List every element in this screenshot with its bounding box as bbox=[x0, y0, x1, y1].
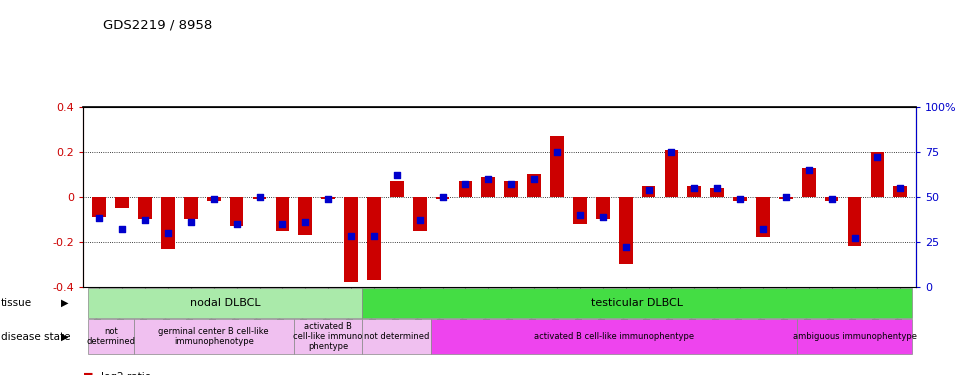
Bar bbox=[275, 197, 289, 231]
Bar bbox=[596, 197, 610, 219]
Point bbox=[320, 196, 336, 202]
Bar bbox=[664, 150, 678, 197]
Point bbox=[298, 219, 314, 225]
Bar bbox=[294, 320, 363, 354]
Bar bbox=[88, 288, 363, 318]
Point bbox=[778, 194, 794, 200]
Point bbox=[252, 194, 268, 200]
Bar bbox=[527, 174, 541, 197]
Bar bbox=[413, 197, 426, 231]
Point bbox=[458, 181, 473, 187]
Bar bbox=[161, 197, 174, 249]
Bar bbox=[299, 197, 313, 235]
Point bbox=[526, 176, 542, 182]
Point bbox=[367, 234, 382, 240]
Bar bbox=[779, 197, 793, 199]
Bar bbox=[481, 177, 495, 197]
Bar bbox=[368, 197, 381, 280]
Bar bbox=[642, 186, 656, 197]
Point bbox=[756, 226, 771, 232]
Point bbox=[504, 181, 519, 187]
Bar bbox=[710, 188, 724, 197]
Point bbox=[617, 244, 633, 250]
Point bbox=[641, 187, 657, 193]
Point bbox=[343, 234, 359, 240]
Point bbox=[206, 196, 221, 202]
Bar bbox=[687, 186, 701, 197]
Bar bbox=[431, 320, 798, 354]
Point bbox=[732, 196, 748, 202]
Point bbox=[847, 235, 862, 241]
Bar bbox=[757, 197, 770, 237]
Bar bbox=[505, 181, 518, 197]
Bar bbox=[363, 288, 911, 318]
Bar bbox=[116, 197, 129, 208]
Text: nodal DLBCL: nodal DLBCL bbox=[190, 298, 261, 308]
Bar bbox=[573, 197, 587, 224]
Text: germinal center B cell-like
immunophenotype: germinal center B cell-like immunophenot… bbox=[159, 327, 270, 346]
Bar bbox=[894, 186, 907, 197]
Bar bbox=[436, 197, 450, 199]
Text: activated B cell-like immunophentype: activated B cell-like immunophentype bbox=[534, 332, 694, 341]
Text: not determined: not determined bbox=[365, 332, 429, 341]
Point bbox=[91, 216, 107, 222]
Point bbox=[183, 219, 199, 225]
Point bbox=[801, 167, 816, 173]
Bar bbox=[88, 320, 133, 354]
Bar bbox=[229, 197, 243, 226]
Bar bbox=[618, 197, 632, 264]
Point bbox=[274, 221, 290, 227]
Point bbox=[160, 230, 175, 236]
Text: ■: ■ bbox=[83, 372, 94, 375]
Bar bbox=[798, 320, 911, 354]
Text: activated B
cell-like immuno
phentype: activated B cell-like immuno phentype bbox=[293, 322, 363, 351]
Bar bbox=[390, 181, 404, 197]
Text: ambiguous immunophentype: ambiguous immunophentype bbox=[793, 332, 916, 341]
Bar bbox=[92, 197, 106, 217]
Bar bbox=[344, 197, 358, 282]
Point bbox=[435, 194, 451, 200]
Point bbox=[663, 149, 679, 155]
Bar bbox=[138, 197, 152, 219]
Text: tissue: tissue bbox=[1, 298, 32, 308]
Bar bbox=[825, 197, 839, 201]
Point bbox=[686, 185, 702, 191]
Point bbox=[228, 221, 244, 227]
Point bbox=[137, 217, 153, 223]
Bar bbox=[321, 197, 335, 199]
Bar bbox=[870, 152, 884, 197]
Point bbox=[572, 212, 588, 218]
Point bbox=[389, 172, 405, 178]
Point bbox=[595, 214, 611, 220]
Text: ▶: ▶ bbox=[61, 298, 69, 308]
Point bbox=[893, 185, 908, 191]
Point bbox=[824, 196, 840, 202]
Bar bbox=[802, 168, 815, 197]
Bar bbox=[733, 197, 747, 201]
Bar bbox=[848, 197, 861, 246]
Bar bbox=[207, 197, 220, 201]
Point bbox=[869, 154, 885, 160]
Bar bbox=[550, 136, 564, 197]
Point bbox=[710, 185, 725, 191]
Point bbox=[549, 149, 564, 155]
Bar bbox=[459, 181, 472, 197]
Bar bbox=[253, 197, 267, 199]
Text: not
determined: not determined bbox=[86, 327, 135, 346]
Point bbox=[412, 217, 427, 223]
Point bbox=[115, 226, 130, 232]
Text: log2 ratio: log2 ratio bbox=[101, 372, 151, 375]
Bar bbox=[133, 320, 294, 354]
Text: testicular DLBCL: testicular DLBCL bbox=[591, 298, 683, 308]
Text: disease state: disease state bbox=[1, 332, 71, 342]
Point bbox=[480, 176, 496, 182]
Text: GDS2219 / 8958: GDS2219 / 8958 bbox=[103, 19, 212, 32]
Text: ▶: ▶ bbox=[61, 332, 69, 342]
Bar bbox=[363, 320, 431, 354]
Bar bbox=[184, 197, 198, 219]
